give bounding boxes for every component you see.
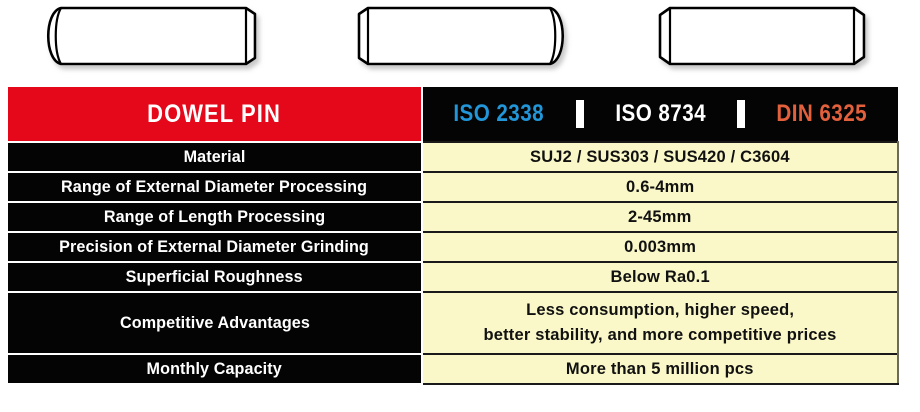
- table-row: Precision of External Diameter Grinding …: [8, 231, 899, 262]
- row-value-precision-grinding: 0.003mm: [422, 231, 899, 262]
- product-title-cell: DOWEL PIN: [8, 87, 422, 142]
- specification-table: DOWEL PIN ISO 2338 ISO 8734 DIN 6325 Mat…: [8, 87, 899, 385]
- table-row: Superficial Roughness Below Ra0.1: [8, 261, 899, 292]
- dowel-pin-rounded-other-end-figure: [357, 6, 565, 66]
- dowel-pin-rounded-one-end-figure: [46, 6, 257, 66]
- row-value-superficial-roughness: Below Ra0.1: [422, 261, 899, 292]
- row-value-competitive-advantages: Less consumption, higher speed, better s…: [422, 291, 899, 354]
- standard-separator-icon: [575, 100, 584, 128]
- row-label-range-length: Range of Length Processing: [8, 201, 423, 232]
- standard-iso-8734: ISO 8734: [615, 100, 706, 127]
- row-value-material: SUJ2 / SUS303 / SUS420 / C3604: [422, 141, 899, 172]
- table-header-row: DOWEL PIN ISO 2338 ISO 8734 DIN 6325: [8, 87, 898, 142]
- dowel-pin-both-chamfered-figure: [658, 6, 866, 66]
- row-value-monthly-capacity: More than 5 million pcs: [422, 353, 899, 385]
- row-label-monthly-capacity: Monthly Capacity: [8, 353, 423, 385]
- product-title: DOWEL PIN: [147, 99, 282, 128]
- standard-iso-2338: ISO 2338: [453, 100, 545, 127]
- pin-illustration-strip: [0, 0, 920, 84]
- table-row: Monthly Capacity More than 5 million pcs: [8, 353, 899, 385]
- row-label-superficial-roughness: Superficial Roughness: [8, 261, 423, 292]
- row-label-range-external-diameter: Range of External Diameter Processing: [8, 171, 423, 202]
- standards-cell: ISO 2338 ISO 8734 DIN 6325: [421, 87, 898, 142]
- row-value-range-external-diameter: 0.6-4mm: [422, 171, 899, 202]
- row-value-range-length: 2-45mm: [422, 201, 899, 232]
- table-row: Competitive Advantages Less consumption,…: [8, 291, 899, 354]
- table-row: Range of Length Processing 2-45mm: [8, 201, 899, 232]
- table-row: Range of External Diameter Processing 0.…: [8, 171, 899, 202]
- row-label-competitive-advantages: Competitive Advantages: [8, 291, 423, 354]
- row-label-precision-grinding: Precision of External Diameter Grinding: [8, 231, 423, 262]
- table-row: Material SUJ2 / SUS303 / SUS420 / C3604: [8, 141, 899, 172]
- row-label-material: Material: [8, 141, 423, 172]
- standard-separator-icon: [737, 100, 746, 128]
- standard-din-6325: DIN 6325: [776, 100, 868, 127]
